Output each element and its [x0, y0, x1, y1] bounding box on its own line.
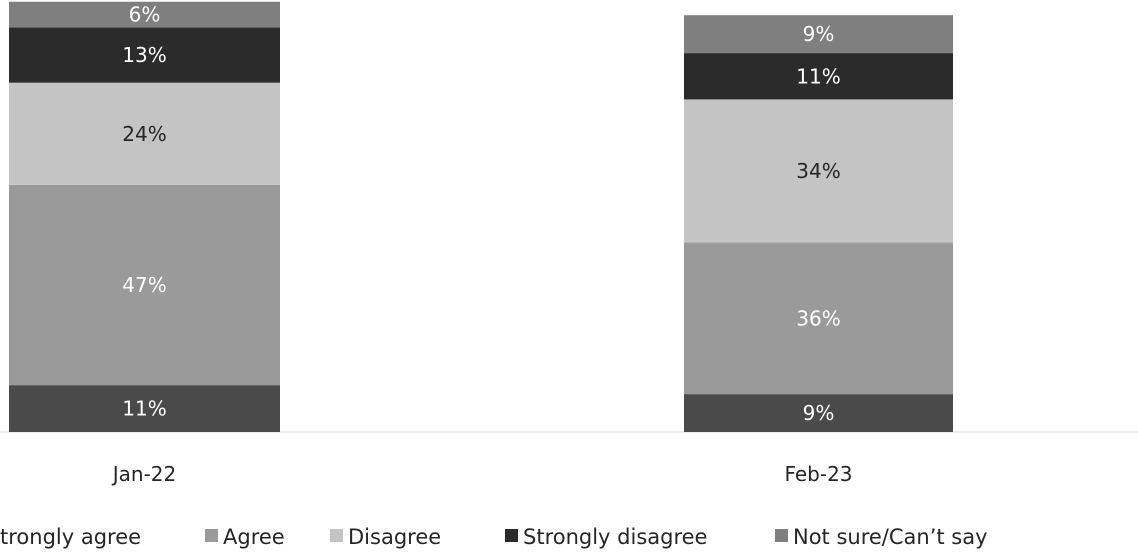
category-label-feb-23: Feb-23: [784, 462, 852, 486]
bar-segment-feb-23-not-sure-can-t-say: [684, 15, 953, 54]
legend-swatch-disagree: [330, 529, 343, 542]
bars-group: 11% 47% 24% 13% 6% 9% 36% 34% 11% 9%: [9, 1, 953, 432]
bar-segment-feb-23-strongly-disagree: [684, 53, 953, 100]
legend-swatch-agree: [205, 529, 218, 542]
legend-label-not-sure-can-t-say: Not sure/Can’t say: [793, 525, 988, 549]
data-label-feb-23-disagree: 34%: [796, 159, 840, 183]
legend-swatch-not-sure-can-t-say: [775, 529, 788, 542]
legend-label-agree: Agree: [223, 525, 285, 549]
data-label-jan-22-strongly-disagree: 13%: [122, 43, 166, 67]
category-labels: Jan-22 Feb-23: [111, 462, 853, 486]
data-label-feb-23-strongly-agree: 9%: [803, 401, 835, 425]
legend-swatch-strongly-disagree: [505, 529, 518, 542]
bar-segment-feb-23-disagree: [684, 99, 953, 243]
data-label-jan-22-not-sure-can-t-say: 6%: [129, 3, 161, 27]
legend: trongly agree Agree Disagree Strongly disag…: [0, 525, 988, 549]
data-label-feb-23-agree: 36%: [796, 306, 840, 330]
legend-label-strongly-disagree: Strongly disagree: [523, 525, 707, 549]
data-label-feb-23-strongly-disagree: 11%: [796, 64, 840, 88]
data-label-feb-23-not-sure-can-t-say: 9%: [803, 22, 835, 46]
legend-label-disagree: Disagree: [348, 525, 441, 549]
bar-segment-jan-22-not-sure-can-t-say: [9, 1, 280, 28]
legend-label-strongly-agree: trongly agree: [0, 525, 141, 549]
data-label-jan-22-agree: 47%: [122, 273, 166, 297]
data-label-jan-22-disagree: 24%: [122, 122, 166, 146]
bar-segment-jan-22-disagree: [9, 82, 280, 185]
category-label-jan-22: Jan-22: [111, 462, 177, 486]
bar-segment-jan-22-strongly-disagree: [9, 27, 280, 83]
bar-segment-feb-23-strongly-agree: [684, 394, 953, 432]
bar-segment-jan-22-agree: [9, 184, 280, 386]
data-label-jan-22-strongly-agree: 11%: [122, 397, 166, 421]
bar-segment-jan-22-strongly-agree: [9, 385, 280, 432]
bar-segment-feb-23-agree: [684, 242, 953, 395]
